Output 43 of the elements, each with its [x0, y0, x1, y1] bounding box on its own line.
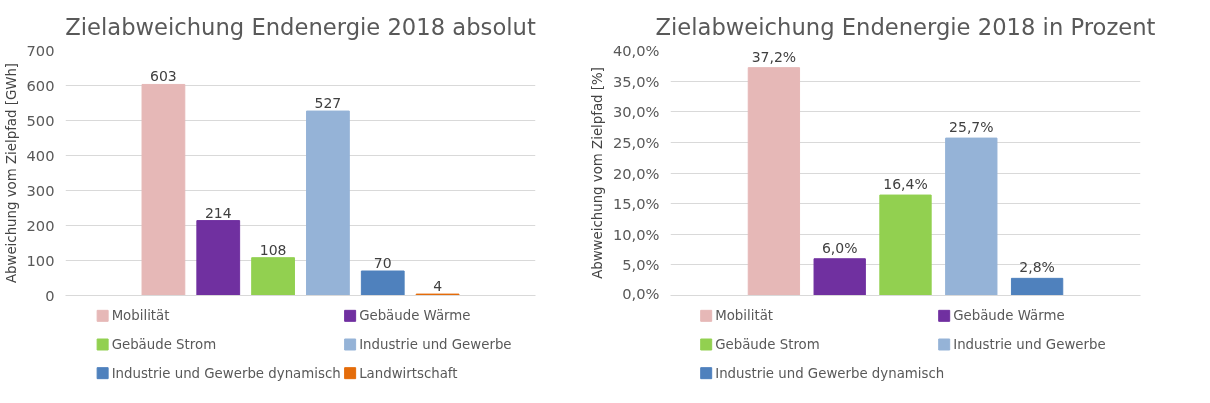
legend-label: Gebäude Wärme	[953, 308, 1065, 324]
y-tick-label: 35,0%	[612, 72, 660, 90]
y-axis-title: Abwweichung vom Zielpfad [%]	[589, 67, 605, 279]
y-tick-label: 400	[26, 146, 55, 164]
legend-label: Mobilität	[111, 308, 170, 324]
y-tick-label: 15,0%	[612, 195, 660, 213]
y-tick-label: 40,0%	[612, 42, 660, 59]
data-label: 6,0%	[821, 239, 858, 256]
chart-title: Zielabweichung Endenergie 2018 in Prozent	[655, 13, 1156, 40]
y-tick-label: 0,0%	[622, 284, 660, 302]
y-tick-label: 10,0%	[612, 225, 660, 243]
y-tick-label: 20,0%	[612, 164, 660, 182]
data-label: 4	[433, 278, 443, 295]
y-tick-label: 5,0%	[622, 256, 660, 274]
data-label: 37,2%	[751, 48, 797, 65]
y-tick-label: 600	[26, 76, 55, 94]
y-axis-title: Abweichung vom Zielpfad [GWh]	[3, 62, 19, 284]
legend-label: Gebäude Strom	[111, 337, 217, 352]
data-label: 108	[259, 241, 287, 258]
y-tick-label: 30,0%	[612, 103, 660, 121]
y-tick-label: 200	[26, 216, 55, 234]
y-tick-label: 700	[26, 41, 55, 59]
y-tick-label: 0	[45, 286, 55, 304]
data-label: 25,7%	[949, 119, 994, 136]
legend-label: Industrie und Gewerbe	[359, 337, 512, 352]
y-tick-label: 100	[26, 251, 55, 269]
data-label: 214	[204, 204, 232, 221]
data-label: 70	[373, 255, 392, 271]
legend-label: Industrie und Gewerbe dynamisch	[715, 365, 945, 381]
legend-label: Landwirtschaft	[359, 365, 458, 381]
legend-label: Industrie und Gewerbe	[953, 337, 1106, 352]
data-label: 16,4%	[883, 176, 928, 193]
data-label: 2,8%	[1019, 259, 1055, 276]
data-label: 603	[150, 68, 177, 85]
data-label: 527	[314, 95, 342, 112]
y-tick-label: 25,0%	[612, 133, 660, 151]
chart-title: Zielabweichung Endenergie 2018 absolut	[65, 13, 536, 40]
legend-label: Mobilität	[715, 308, 774, 324]
legend-label: Industrie und Gewerbe dynamisch	[111, 365, 341, 381]
legend-label: Gebäude Wärme	[359, 308, 471, 324]
y-tick-label: 500	[26, 111, 55, 129]
legend-label: Gebäude Strom	[715, 337, 820, 352]
y-tick-label: 300	[26, 181, 55, 199]
